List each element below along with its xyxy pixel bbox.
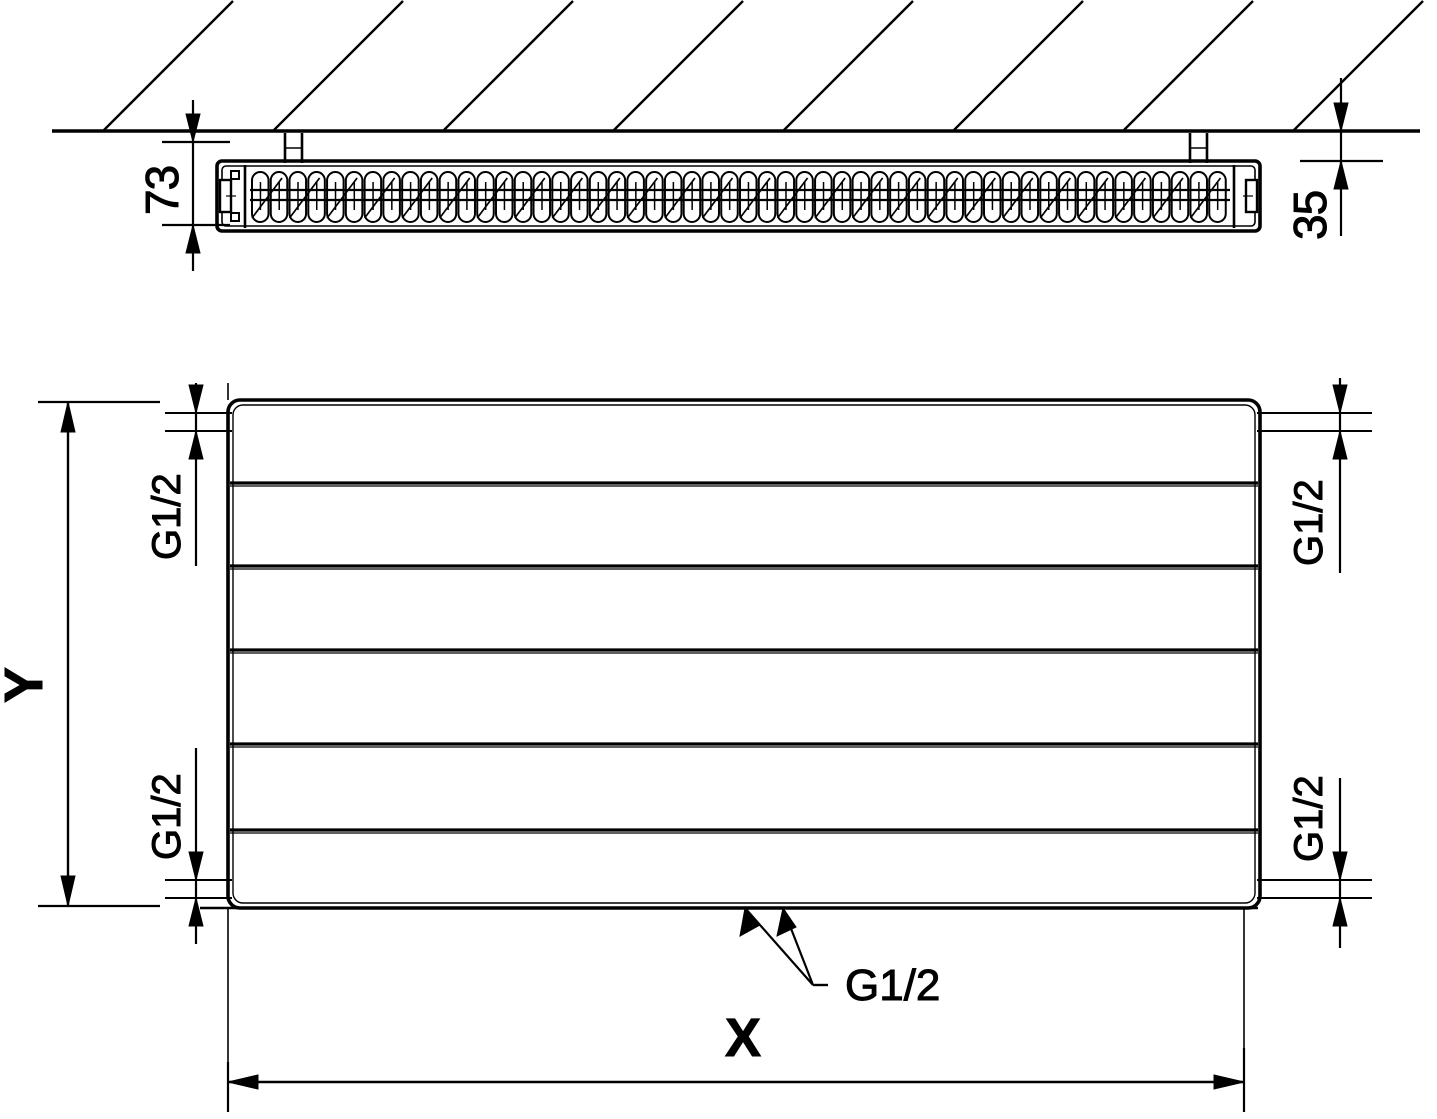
dimension-x: X — [226, 1008, 1246, 1112]
front-elevation-view: Y G1/2 G1/2 G1/2 — [0, 378, 1372, 1112]
dimension-y-label: Y — [0, 667, 54, 703]
convector-fins — [250, 171, 1230, 223]
connection-stub-bottom-right — [1257, 879, 1372, 899]
front-panel-body-inner — [232, 404, 1256, 904]
dimension-35: 35 — [1284, 78, 1383, 241]
left-end-cap — [218, 165, 247, 228]
panel-groove-lines — [230, 481, 1258, 834]
g12-top-right-label: G1/2 — [1287, 479, 1331, 566]
top-section-view: 73 35 — [52, 0, 1424, 271]
dimension-g12-bottom-left: G1/2 — [145, 748, 204, 944]
dimension-73: 73 — [136, 100, 230, 271]
connection-stub-top-left — [165, 412, 232, 432]
dimension-y: Y — [0, 400, 160, 908]
dimension-g12-top-right: G1/2 — [1287, 378, 1348, 573]
g12-top-left-label: G1/2 — [145, 473, 189, 560]
connection-stub-top-right — [1257, 412, 1372, 432]
dimension-35-label: 35 — [1284, 191, 1336, 240]
wall-hatching-icon — [102, 0, 1424, 132]
g12-callout-label: G1/2 — [845, 961, 940, 1010]
front-panel-body — [226, 398, 1262, 910]
dimension-g12-bottom-right: G1/2 — [1287, 775, 1348, 948]
dimension-73-label: 73 — [136, 166, 188, 215]
dimension-g12-top-left: G1/2 — [145, 383, 204, 566]
radiator-body-section — [215, 159, 1262, 233]
g12-bottom-callout: G1/2 — [739, 906, 941, 1011]
g12-bottom-right-label: G1/2 — [1287, 775, 1331, 862]
x-extension-lines — [227, 908, 1245, 1062]
connection-stub-bottom-left — [165, 879, 232, 899]
dimension-x-label: X — [725, 1008, 761, 1068]
g12-bottom-left-label: G1/2 — [145, 773, 189, 860]
right-end-cap — [1232, 165, 1259, 228]
